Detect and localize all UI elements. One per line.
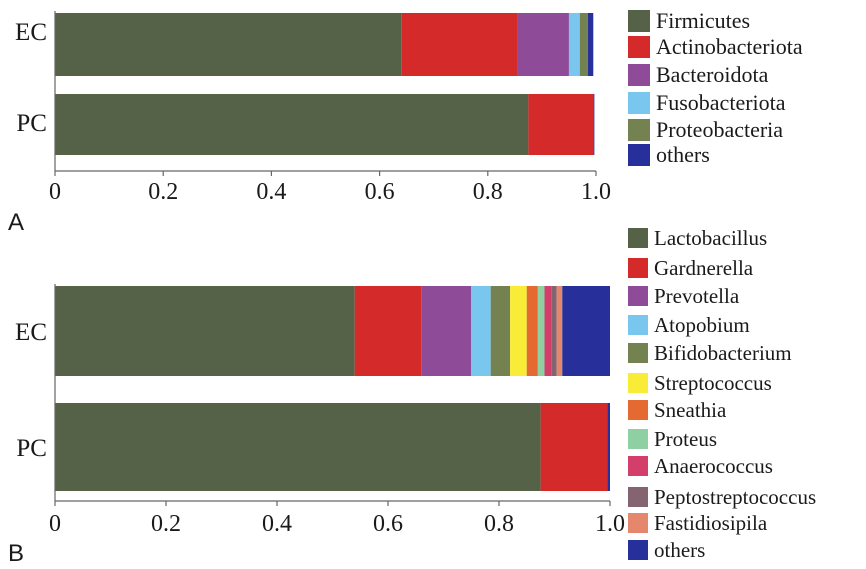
bar-segment-ec-fusobacteriota [568, 13, 580, 76]
bar-segment-ec-proteobacteria [579, 13, 588, 76]
bar-segment-ec-actinobacteriota [401, 13, 518, 76]
legend-label-actinobacteriota: Actinobacteriota [656, 34, 803, 59]
bar-segment-ec-peptostreptococcus [551, 286, 557, 376]
legend: Lactobacillus Gardnerella Prevotella Atopob… [628, 226, 816, 562]
legend-swatch-proteobacteria [628, 119, 650, 141]
category-label-ec: EC [15, 319, 47, 346]
x-tick-label: 1.0 [581, 179, 611, 205]
legend-label-fastidiosipila: Fastidiosipila [654, 511, 768, 535]
x-tick-label: 0.2 [148, 179, 178, 205]
legend-swatch-anaerococcus [628, 456, 648, 476]
x-tick-label: 0.8 [473, 179, 503, 205]
legend-label-proteus: Proteus [654, 427, 717, 451]
bar-segment-pc-actinobacteriota [528, 94, 594, 155]
bar-segment-ec-firmicutes [55, 13, 402, 76]
bar-segment-ec-anaerococcus [544, 286, 552, 376]
x-tick-label: 0.2 [151, 511, 181, 537]
x-tick-label: 0.4 [262, 511, 292, 537]
legend-swatch-sneathia [628, 400, 648, 420]
panel-letter-a: A [8, 209, 24, 236]
legend-label-proteobacteria: Proteobacteria [656, 117, 783, 142]
bar-segment-ec-fastidiosipila [556, 286, 563, 376]
legend-label-bacteroidota: Bacteroidota [656, 62, 769, 87]
bar-segment-ec-atopobium [471, 286, 491, 376]
legend-swatch-actinobacteriota [628, 36, 650, 58]
legend-label-others: others [656, 142, 710, 167]
bar-segment-pc-others [607, 403, 610, 491]
legend-swatch-peptostreptococcus [628, 487, 648, 507]
x-tick-label: 1.0 [595, 511, 625, 537]
legend-swatch-bifidobacterium [628, 343, 648, 363]
legend-label-prevotella: Prevotella [654, 284, 740, 308]
legend-swatch-streptococcus [628, 373, 648, 393]
panel-letter-b: B [8, 540, 24, 567]
legend-label-fusobacteriota: Fusobacteriota [656, 90, 786, 115]
bar-segment-pc-others [593, 94, 595, 155]
legend-swatch-others [628, 144, 650, 166]
legend-swatch-gardnerella [628, 258, 648, 278]
legend-label-lactobacillus: Lactobacillus [654, 226, 767, 250]
legend-swatch-others [628, 540, 648, 560]
category-label-pc: PC [16, 110, 47, 137]
legend-label-gardnerella: Gardnerella [654, 256, 754, 280]
legend-label-firmicutes: Firmicutes [656, 8, 750, 33]
legend-label-atopobium: Atopobium [654, 313, 750, 337]
x-tick-label: 0.4 [256, 179, 286, 205]
bar-segment-pc-firmicutes [55, 94, 529, 155]
bar-segment-ec-lactobacillus [55, 286, 355, 376]
legend-swatch-fastidiosipila [628, 513, 648, 533]
chart-panel-b: EC PC 0 0.2 0.4 0.6 0.8 1.0 B Lactobacillus Gardne… [8, 226, 816, 567]
legend-label-peptostreptococcus: Peptostreptococcus [654, 485, 816, 509]
x-tick-label: 0 [49, 179, 61, 205]
bar-segment-pc-lactobacillus [55, 403, 541, 491]
bar-segment-ec-others [562, 286, 610, 376]
legend-swatch-atopobium [628, 315, 648, 335]
legend-swatch-bacteroidota [628, 64, 650, 86]
bar-segment-ec-sneathia [526, 286, 538, 376]
x-tick-label: 0.8 [484, 511, 514, 537]
legend-swatch-lactobacillus [628, 228, 648, 248]
bar-segment-pc-gardnerella [540, 403, 608, 491]
legend-swatch-fusobacteriota [628, 92, 650, 114]
legend-label-anaerococcus: Anaerococcus [654, 454, 773, 478]
bar-segment-ec-proteus [537, 286, 545, 376]
bar-segment-ec-gardnerella [354, 286, 422, 376]
bar-segment-ec-others [587, 13, 594, 76]
legend-label-others: others [654, 538, 705, 562]
chart-panel-a: EC PC 0 0.2 0.4 0.6 0.8 1.0 A FirmicutesActinobac… [8, 8, 803, 236]
x-tick-label: 0.6 [365, 179, 395, 205]
bar-segment-ec-streptococcus [510, 286, 527, 376]
legend-label-sneathia: Sneathia [654, 398, 727, 422]
x-tick-label: 0.6 [373, 511, 403, 537]
category-label-pc: PC [16, 435, 47, 462]
bar-segment-ec-bifidobacterium [490, 286, 511, 376]
legend-swatch-proteus [628, 429, 648, 449]
x-tick-label: 0 [49, 511, 61, 537]
legend-label-streptococcus: Streptococcus [654, 371, 772, 395]
bar-segment-ec-bacteroidota [517, 13, 569, 76]
category-label-ec: EC [15, 19, 47, 46]
legend-swatch-firmicutes [628, 10, 650, 32]
bar-segment-ec-prevotella [421, 286, 472, 376]
legend-label-bifidobacterium: Bifidobacterium [654, 341, 792, 365]
legend-swatch-prevotella [628, 286, 648, 306]
